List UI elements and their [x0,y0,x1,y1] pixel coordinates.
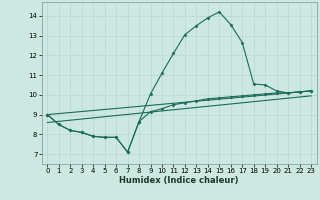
X-axis label: Humidex (Indice chaleur): Humidex (Indice chaleur) [119,176,239,185]
